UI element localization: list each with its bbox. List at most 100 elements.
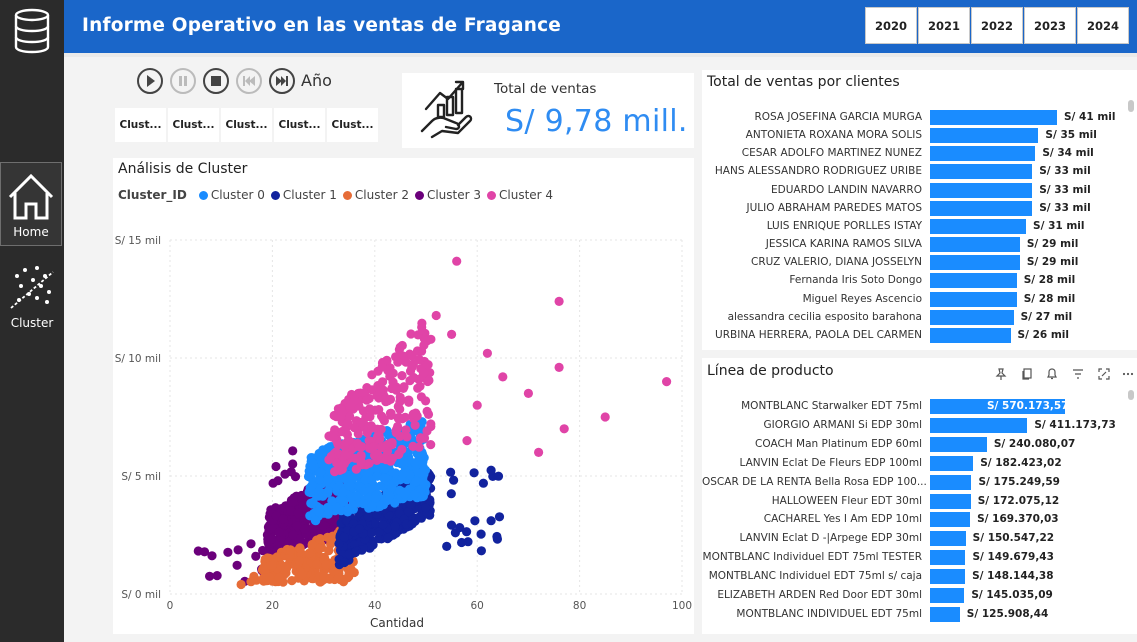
cluster-1-point[interactable] (407, 519, 417, 529)
cluster-4-point[interactable] (332, 458, 342, 468)
cluster-0-point[interactable] (343, 503, 353, 513)
cluster-3-point[interactable] (280, 469, 290, 479)
cluster-0-point[interactable] (358, 486, 369, 496)
cluster-3-point[interactable] (258, 545, 268, 556)
cluster-0-point[interactable] (323, 502, 333, 513)
pause-button[interactable] (170, 68, 196, 94)
cluster-3-point[interactable] (300, 524, 310, 534)
cluster-3-point[interactable] (232, 560, 242, 570)
clients-bar[interactable] (930, 273, 1017, 289)
cluster-4-point[interactable] (422, 426, 432, 436)
cluster-2-point[interactable] (349, 567, 359, 578)
cluster-4-point[interactable] (534, 447, 544, 457)
cluster-4-point[interactable] (365, 412, 375, 422)
cluster-4-point[interactable] (356, 450, 366, 460)
cluster-0-point[interactable] (417, 467, 427, 477)
cluster-1-point[interactable] (374, 527, 384, 537)
cluster-4-point[interactable] (408, 441, 418, 451)
cluster-4-point[interactable] (416, 392, 426, 402)
cluster-1-point[interactable] (493, 471, 504, 481)
cluster-0-point[interactable] (308, 497, 318, 507)
cluster-0-point[interactable] (395, 485, 405, 495)
pin-icon[interactable] (994, 367, 1008, 381)
cluster-4-point[interactable] (406, 329, 416, 339)
cluster-0-point[interactable] (370, 493, 381, 503)
cluster-0-point[interactable] (367, 501, 377, 511)
clients-bar[interactable] (930, 110, 1057, 125)
cluster-4-point[interactable] (426, 419, 436, 429)
cluster-1-point[interactable] (350, 547, 360, 558)
cluster-2-point[interactable] (324, 546, 334, 556)
cluster-2-point[interactable] (294, 556, 304, 566)
cluster-0-point[interactable] (398, 469, 408, 479)
clients-bar[interactable] (930, 182, 1033, 198)
cluster-4-point[interactable] (395, 404, 405, 414)
cluster-4-point[interactable] (375, 434, 385, 444)
cluster-4-point[interactable] (337, 464, 347, 474)
cluster-4-point[interactable] (362, 395, 372, 405)
cluster-3-point[interactable] (278, 514, 288, 524)
cluster-2-point[interactable] (314, 543, 325, 553)
cluster-4-point[interactable] (452, 256, 462, 266)
legend-item-cluster-4[interactable]: Cluster 4 (499, 188, 554, 202)
cluster-1-point[interactable] (492, 534, 502, 544)
bell-icon[interactable] (1045, 367, 1059, 381)
cluster-1-point[interactable] (486, 465, 496, 475)
clients-bar[interactable] (930, 309, 1014, 325)
scatter-plot[interactable]: 0 20 40 60 80 100 S/ 0 mil S/ 5 mil S/ 10 mil S/ … (113, 210, 694, 634)
cluster-2-point[interactable] (328, 531, 338, 541)
year-button-2022[interactable]: 2022 (971, 7, 1023, 44)
year-button-2023[interactable]: 2023 (1024, 7, 1076, 44)
cluster-1-point[interactable] (486, 516, 496, 526)
cluster-4-point[interactable] (431, 310, 441, 321)
cluster-4-point[interactable] (412, 411, 422, 421)
cluster-2-point[interactable] (321, 559, 331, 570)
cluster-0-point[interactable] (314, 448, 324, 459)
clients-bar[interactable] (930, 164, 1033, 180)
cluster-1-point[interactable] (390, 521, 400, 531)
products-bar[interactable] (930, 531, 966, 547)
cluster-1-point[interactable] (446, 489, 456, 499)
cluster-1-point[interactable] (446, 467, 456, 477)
cluster-1-point[interactable] (372, 509, 382, 519)
cluster-0-point[interactable] (411, 476, 421, 487)
cluster-slicer-item[interactable]: Clust... (221, 108, 272, 142)
cluster-1-point[interactable] (366, 528, 376, 538)
products-bar[interactable] (930, 417, 1028, 433)
cluster-0-point[interactable] (418, 477, 428, 487)
cluster-3-point[interactable] (292, 521, 302, 531)
cluster-4-point[interactable] (368, 442, 378, 452)
cluster-1-point[interactable] (403, 506, 414, 517)
cluster-1-point[interactable] (449, 475, 459, 485)
cluster-1-point[interactable] (371, 518, 381, 528)
clients-bar[interactable] (930, 128, 1039, 144)
cluster-4-point[interactable] (378, 377, 388, 387)
cluster-4-point[interactable] (372, 391, 382, 401)
stop-button[interactable] (203, 68, 229, 94)
cluster-0-point[interactable] (351, 491, 361, 501)
cluster-3-point[interactable] (318, 521, 328, 531)
cluster-slicer-item[interactable]: Clust... (327, 108, 378, 142)
cluster-4-point[interactable] (387, 438, 397, 448)
cluster-0-point[interactable] (303, 471, 314, 482)
filter-icon[interactable] (1071, 367, 1085, 381)
cluster-4-point[interactable] (405, 376, 415, 386)
cluster-1-point[interactable] (378, 520, 388, 530)
products-bar[interactable] (930, 569, 966, 585)
cluster-4-point[interactable] (386, 410, 396, 420)
cluster-3-point[interactable] (288, 446, 298, 456)
cluster-4-point[interactable] (417, 318, 427, 328)
cluster-3-point[interactable] (293, 508, 303, 518)
cluster-3-point[interactable] (223, 547, 233, 557)
cluster-2-point[interactable] (236, 579, 246, 590)
cluster-4-point[interactable] (340, 441, 350, 451)
cluster-4-point[interactable] (367, 370, 377, 380)
cluster-1-point[interactable] (339, 557, 349, 568)
products-bar[interactable] (930, 512, 971, 528)
cluster-2-point[interactable] (304, 548, 314, 558)
cluster-2-point[interactable] (285, 545, 296, 555)
cluster-0-point[interactable] (306, 487, 316, 498)
clients-bar[interactable] (930, 200, 1033, 216)
cluster-2-point[interactable] (312, 559, 322, 569)
clients-bar[interactable] (930, 327, 1011, 343)
